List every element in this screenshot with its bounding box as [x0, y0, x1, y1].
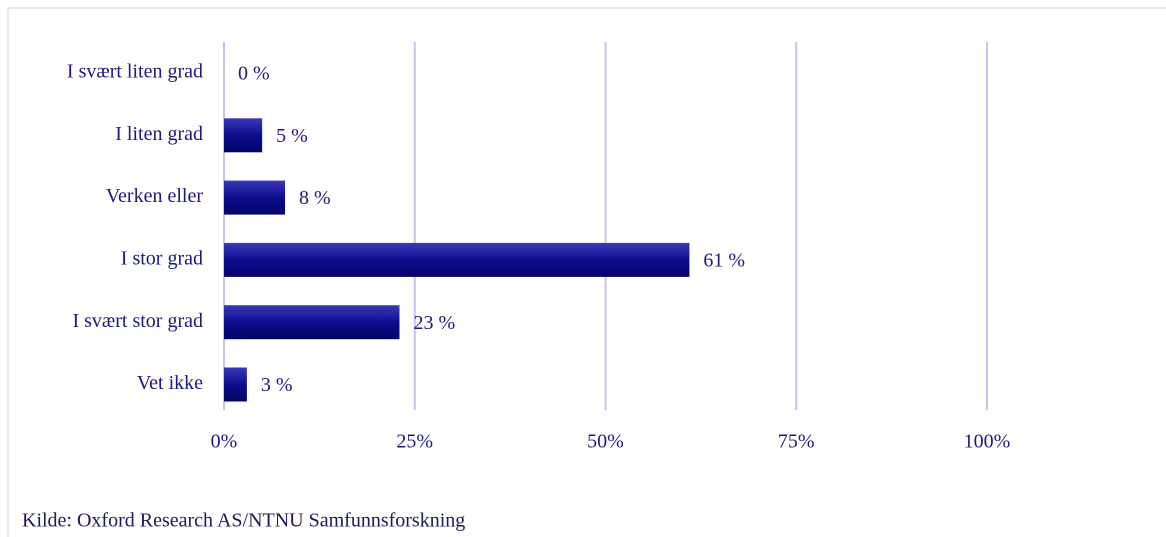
y-tick-label: Vet ikke	[137, 372, 203, 394]
bar	[224, 118, 263, 153]
y-tick-label: I svært liten grad	[67, 61, 203, 83]
x-tick-label: 75%	[778, 431, 815, 453]
bar	[224, 367, 247, 402]
value-label: 3 %	[261, 374, 293, 396]
bar	[224, 180, 286, 215]
y-tick-label: I liten grad	[115, 123, 203, 145]
bar	[224, 242, 690, 277]
source: Kilde: Oxford Research AS/NTNU Samfunnsf…	[22, 510, 465, 532]
bar	[224, 305, 400, 340]
frame	[7, 7, 1166, 537]
x-tick-label: 50%	[587, 431, 624, 453]
x-tick-label: 100%	[964, 431, 1011, 453]
value-label: 23 %	[413, 312, 455, 334]
value-label: 61 %	[703, 249, 745, 271]
y-tick-label: Verken eller	[106, 185, 204, 207]
y-tick-label: I svært stor grad	[72, 310, 203, 332]
value-label: 8 %	[299, 187, 331, 209]
x-tick-label: 0%	[211, 431, 238, 453]
value-label: 5 %	[276, 125, 308, 147]
x-tick-label: 25%	[396, 431, 433, 453]
y-tick-label: I stor grad	[121, 247, 203, 269]
value-label: 0 %	[238, 63, 270, 85]
